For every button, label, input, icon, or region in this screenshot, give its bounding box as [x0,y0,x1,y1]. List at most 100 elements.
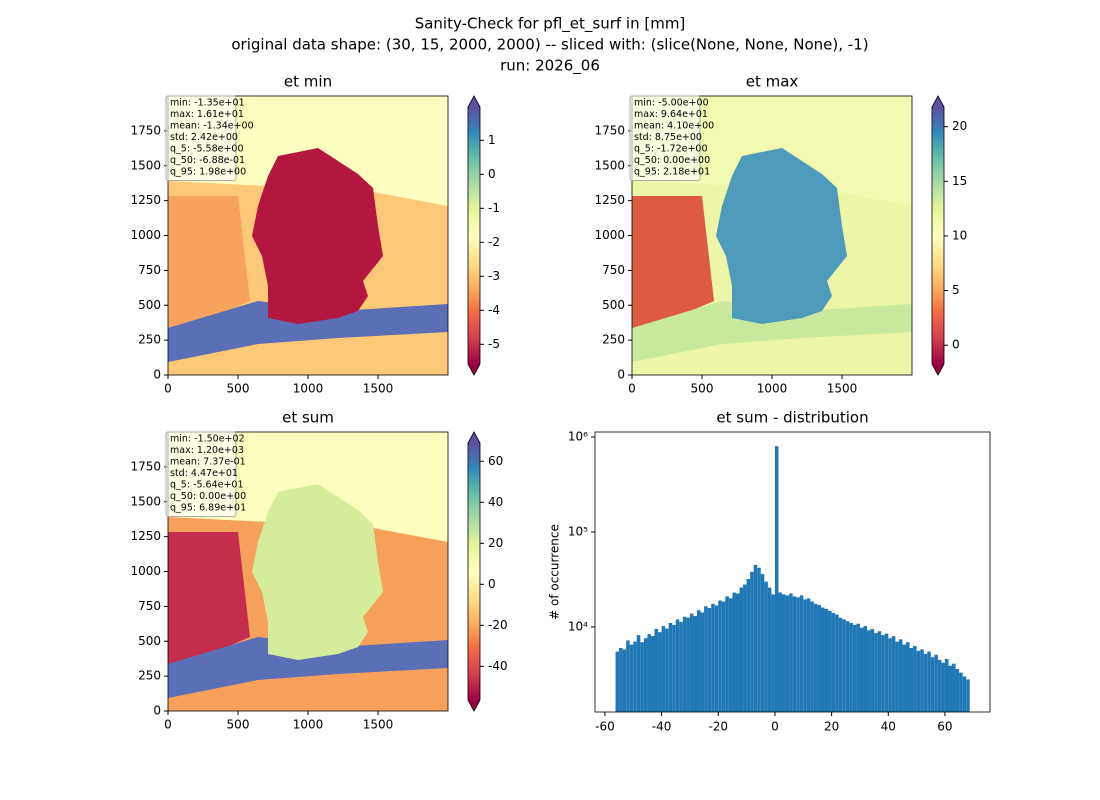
x-tick-label: 0 [628,382,636,396]
stats-box [629,95,701,181]
bar [930,657,935,712]
bar [658,632,662,712]
colorbar-frame [467,431,481,712]
bar [838,617,843,712]
bar [944,658,949,712]
stats-text: q_95: 2.18e+01 [634,167,710,178]
bar [622,649,627,712]
bar [739,587,744,712]
stats-text: q_95: 6.89e+01 [170,503,246,514]
colorbar-tick-label: 10 [952,228,967,242]
x-tick-label: 1000 [757,382,788,396]
stats-text: q_5: -1.72e+00 [634,144,708,155]
x-tick-label: 1500 [363,718,394,732]
panel-title: et sum [282,409,334,427]
bar [895,641,899,712]
bar [633,641,637,712]
bar [750,571,754,712]
bar [799,595,804,712]
bar [824,608,829,712]
stats-text: q_50: 0.00e+00 [170,491,246,502]
bar [959,672,963,712]
bar [764,581,768,712]
stats-text: q_50: 0.00e+00 [634,155,710,166]
y-tick-label: 250 [138,669,161,683]
bar [640,642,644,712]
suptitle: original data shape: (30, 15, 2000, 2000… [231,36,868,54]
bar [721,601,726,712]
bar [650,636,655,712]
y-tick-label: 1500 [594,158,625,172]
bar [828,610,832,712]
image-region [252,484,383,660]
bar [732,592,736,712]
y-tick-label: 1750 [130,459,161,473]
x-tick-label: 1500 [827,382,858,396]
y-tick-label: 1250 [130,193,161,207]
y-tick-label: 0 [153,704,161,718]
bar [718,600,722,712]
colorbar-tick-label: -2 [488,235,500,249]
bar [743,584,747,712]
bar [888,638,892,712]
bar [934,654,938,712]
y-tick-label: 500 [602,298,625,312]
y-tick-label: 0 [153,368,161,382]
bar [920,649,924,712]
stats-text: max: 1.20e+03 [170,445,244,456]
bar [859,627,864,712]
colorbar-tick-label: -40 [488,659,508,673]
bar [689,613,694,712]
stats-text: min: -5.00e+00 [634,98,709,109]
panel-title: et max [746,73,799,91]
bar [615,651,620,712]
bar [817,605,821,712]
image-region [168,532,250,672]
axes-frame [594,431,991,713]
y-tick-label: 1000 [130,564,161,578]
colorbar-extend [468,364,480,375]
y-tick-label: 750 [138,263,161,277]
y-tick-label: 1000 [130,228,161,242]
bar [913,645,917,712]
stats-text: min: -1.35e+01 [170,98,245,109]
y-tick-label: 500 [138,298,161,312]
bar [877,631,882,712]
bar [803,599,807,712]
bar [852,624,857,712]
y-tick-label: 0 [617,368,625,382]
bar [856,623,860,712]
colorbar [932,107,944,364]
x-tick-label: -60 [595,720,615,734]
bar [778,592,783,712]
image-region [632,196,714,336]
bar [682,616,687,712]
bar [714,605,719,712]
colorbar-extend [932,364,944,375]
bar [725,596,729,712]
colorbar-tick-label: 1 [488,133,496,147]
bar [668,622,673,712]
colorbar-tick-label: 20 [952,119,967,133]
stats-text: max: 9.64e+01 [634,109,708,120]
bar [675,619,680,712]
bar [707,608,712,712]
bar [842,619,846,712]
stats-box [165,431,237,517]
bar [952,663,956,712]
suptitle: Sanity-Check for pfl_et_surf in [mm] [415,15,686,34]
bar [757,567,761,712]
x-tick-label: 500 [691,382,714,396]
bar [927,651,931,712]
stats-text: q_95: 1.98e+00 [170,167,246,178]
colorbar-tick-label: 60 [488,454,503,468]
bar [643,638,648,712]
colorbar-extend [468,432,480,443]
x-tick-label: 0 [164,718,172,732]
bar [665,628,669,712]
bar [870,629,875,712]
bar [835,614,839,712]
suptitle: run: 2026_06 [500,57,600,76]
bar [796,597,800,712]
